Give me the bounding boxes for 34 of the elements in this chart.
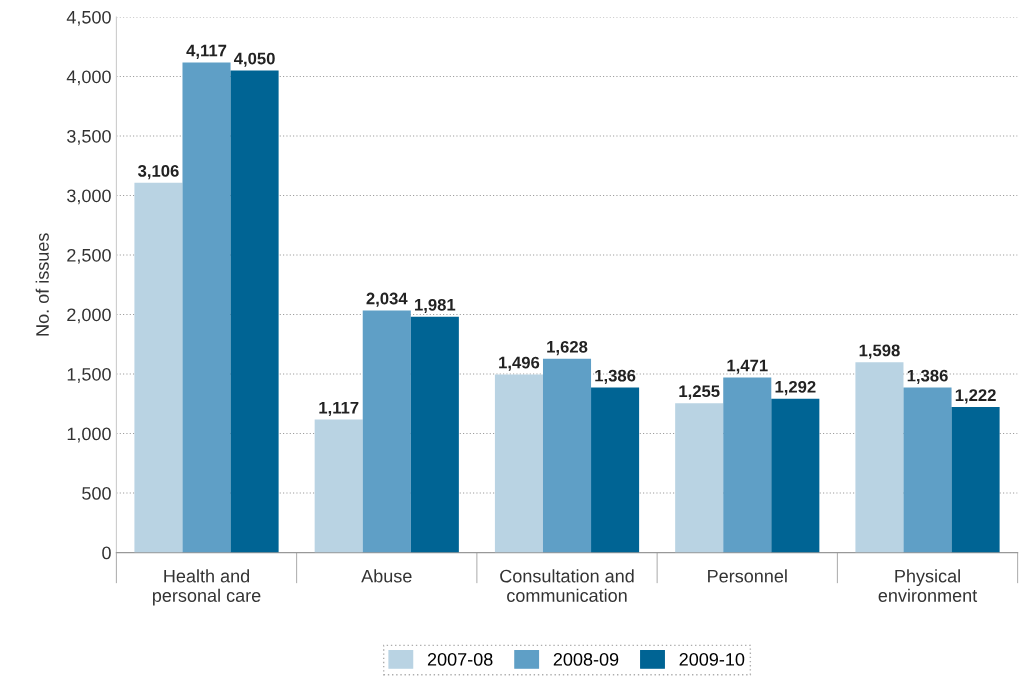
y-tick-label: 4,000 xyxy=(66,70,111,86)
text: 1,255 xyxy=(679,385,720,400)
text: 4,050 xyxy=(233,52,275,67)
y-tick-label: 0 xyxy=(102,546,111,560)
text: 1,628 xyxy=(547,340,588,356)
text: 1,117 xyxy=(319,401,359,416)
y-tick-label: 4,500 xyxy=(66,10,111,26)
legend-label: 2009-10 xyxy=(679,653,745,666)
y-tick-label: 3,500 xyxy=(67,129,111,145)
text: 1,386 xyxy=(907,369,948,384)
text: 1,292 xyxy=(775,380,816,396)
x-tick-label: Health and personal care xyxy=(152,569,261,606)
x-tick-label: Personnel xyxy=(708,569,787,583)
text: 3,106 xyxy=(137,165,179,180)
y-tick-label: 1,500 xyxy=(67,367,111,383)
y-tick-label: 1,000 xyxy=(67,427,111,443)
text: 1,981 xyxy=(415,298,456,314)
y-tick-label: 500 xyxy=(82,486,111,500)
text: 1,386 xyxy=(595,369,636,384)
text: 1,598 xyxy=(859,344,900,359)
text: 4,117 xyxy=(186,44,227,59)
y-axis-title: No. of issues xyxy=(35,233,49,336)
legend-label: 2008-09 xyxy=(553,653,619,666)
text: 1,222 xyxy=(955,389,996,404)
legend-label: 2007-08 xyxy=(427,653,493,666)
y-tick-label: 2,500 xyxy=(67,248,111,264)
text: 1,496 xyxy=(499,356,540,371)
text: 2,034 xyxy=(366,292,408,307)
x-tick-label: Physical environment xyxy=(878,569,978,602)
y-tick-label: 2,000 xyxy=(67,308,111,324)
y-tick-label: 3,000 xyxy=(67,189,111,205)
x-tick-label: Abuse xyxy=(361,569,412,583)
text: 1,471 xyxy=(727,359,768,374)
x-tick-label: Consultation and communication xyxy=(500,569,634,602)
